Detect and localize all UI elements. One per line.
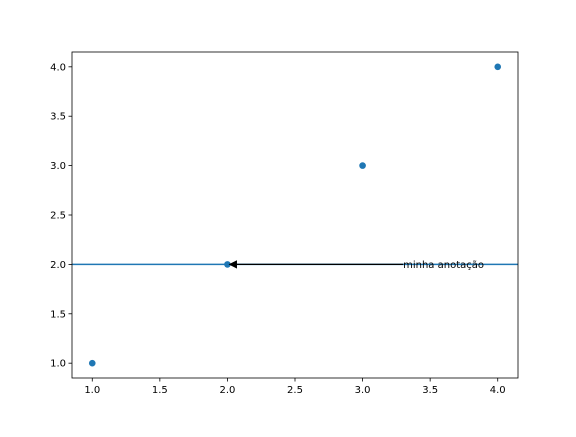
y-tick-label: 4.0 xyxy=(50,62,66,73)
x-tick-label: 1.0 xyxy=(84,385,100,396)
x-tick-label: 2.5 xyxy=(287,385,303,396)
annotation-label: minha anotação xyxy=(403,260,484,271)
y-tick-label: 1.5 xyxy=(50,309,66,320)
scatter-point xyxy=(88,359,96,367)
x-tick-label: 4.0 xyxy=(490,385,506,396)
x-tick-label: 1.5 xyxy=(152,385,168,396)
scatter-point xyxy=(359,162,366,169)
scatter-point xyxy=(494,63,502,71)
x-tick-label: 2.0 xyxy=(219,385,235,396)
x-tick-label: 3.0 xyxy=(355,385,371,396)
y-tick-label: 1.0 xyxy=(50,359,66,370)
x-tick-label: 3.5 xyxy=(422,385,438,396)
axes-frame xyxy=(71,51,519,379)
y-tick-label: 3.0 xyxy=(50,161,66,172)
y-tick-label: 2.5 xyxy=(50,211,66,222)
y-tick-label: 3.5 xyxy=(50,112,66,123)
y-tick-label: 2.0 xyxy=(50,260,66,271)
plot-area xyxy=(72,52,518,378)
